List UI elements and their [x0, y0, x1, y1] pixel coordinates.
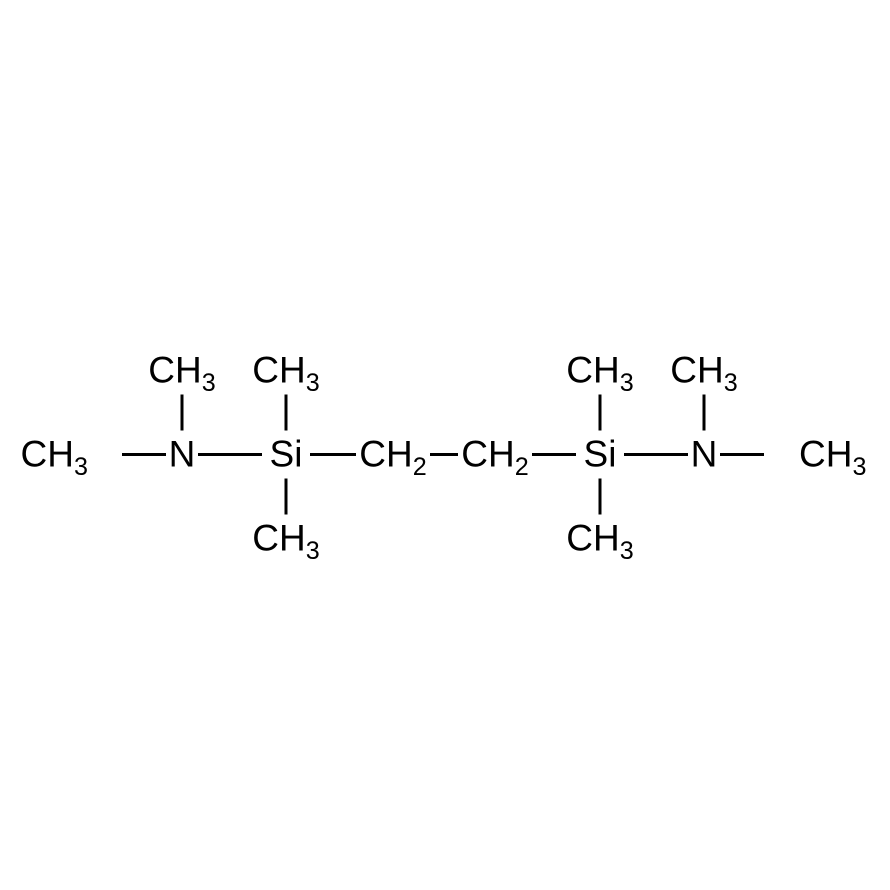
atom-label: CH	[359, 434, 412, 475]
atom-label: N	[691, 434, 718, 475]
atom-sub: 3	[202, 369, 216, 397]
atom-label: Si	[270, 434, 303, 475]
chemical-structure-canvas: CH3 CH3 N CH3 Si CH3 CH2 CH2 Si CH3 CH3 …	[0, 0, 890, 890]
bond	[703, 394, 706, 430]
atom-sub: 2	[515, 453, 529, 481]
atom-ch3-si2-top: CH3	[566, 352, 633, 389]
atom-si1: Si	[270, 436, 303, 473]
atom-ch2-2: CH2	[461, 436, 528, 473]
bond	[532, 453, 576, 456]
bond	[430, 453, 458, 456]
atom-n-left: N	[169, 436, 196, 473]
atom-label: CH	[799, 434, 852, 475]
atom-label: CH	[252, 350, 305, 391]
atom-ch3-left-n-left: CH3	[21, 436, 88, 473]
atom-label: N	[169, 434, 196, 475]
atom-label: Si	[584, 434, 617, 475]
atom-sub: 3	[620, 369, 634, 397]
atom-sub: 2	[413, 453, 427, 481]
atom-ch2-1: CH2	[359, 436, 426, 473]
atom-sub: 3	[306, 369, 320, 397]
atom-sub: 3	[724, 369, 738, 397]
atom-si2: Si	[584, 436, 617, 473]
atom-label: CH	[21, 434, 74, 475]
atom-sub: 3	[74, 453, 88, 481]
bond	[720, 453, 764, 456]
atom-label: CH	[566, 518, 619, 559]
bond	[122, 453, 166, 456]
bond	[310, 453, 356, 456]
atom-n-right: N	[691, 436, 718, 473]
bond	[599, 394, 602, 430]
atom-label: CH	[461, 434, 514, 475]
atom-ch3-left-n-top: CH3	[148, 352, 215, 389]
atom-ch3-right-n-right: CH3	[799, 436, 866, 473]
bond	[181, 394, 184, 430]
atom-label: CH	[252, 518, 305, 559]
atom-label: CH	[566, 350, 619, 391]
atom-ch3-si1-top: CH3	[252, 352, 319, 389]
atom-ch3-si1-bot: CH3	[252, 520, 319, 557]
bond	[599, 478, 602, 514]
bond	[624, 453, 688, 456]
atom-sub: 3	[306, 537, 320, 565]
bond	[285, 394, 288, 430]
atom-ch3-si2-bot: CH3	[566, 520, 633, 557]
atom-ch3-right-n-top: CH3	[670, 352, 737, 389]
atom-label: CH	[148, 350, 201, 391]
bond	[285, 478, 288, 514]
atom-sub: 3	[852, 453, 866, 481]
atom-label: CH	[670, 350, 723, 391]
atom-sub: 3	[620, 537, 634, 565]
bond	[198, 453, 262, 456]
